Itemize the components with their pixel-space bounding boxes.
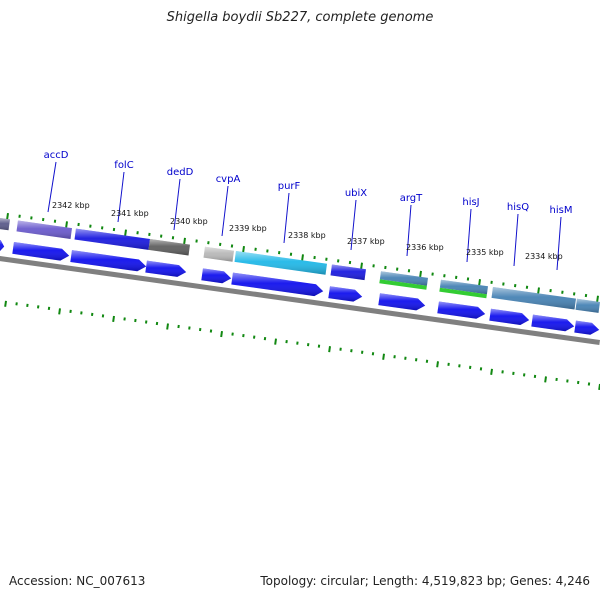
gene-feature-shading <box>234 251 327 275</box>
outer-tick-ring <box>4 300 600 391</box>
label-leaders <box>47 161 562 271</box>
cds-arrow-shading <box>231 272 324 297</box>
tick-mark <box>360 262 363 270</box>
tick-mark <box>242 246 245 254</box>
gene-label: hisJ <box>462 197 479 208</box>
tick-mark <box>544 376 547 383</box>
tick-mark <box>166 323 169 330</box>
gene-feature-shading <box>0 218 10 231</box>
kbp-label: 2339 kbp <box>229 224 267 233</box>
gene-label: hisM <box>550 205 573 216</box>
tick-mark <box>419 270 422 279</box>
leader-line <box>283 192 290 244</box>
gene-label: ubiX <box>345 188 367 199</box>
kbp-label: 2338 kbp <box>288 231 326 240</box>
cds-arrow-shading <box>12 242 70 261</box>
gene-feature-shading <box>575 298 600 313</box>
leader-line <box>513 213 519 267</box>
tick-mark <box>382 353 385 360</box>
leader-line <box>117 171 125 223</box>
kbp-label: 2340 kbp <box>170 217 208 226</box>
tick-mark <box>301 254 304 262</box>
tick-mark <box>124 229 127 237</box>
cds-arrow-shading <box>328 286 363 302</box>
cds-arrow-shading <box>489 308 530 325</box>
kbp-label: 2336 kbp <box>406 243 444 252</box>
tick-mark <box>183 237 186 245</box>
tick-mark <box>537 287 540 295</box>
gene-label: accD <box>44 150 69 161</box>
leader-line <box>406 204 412 257</box>
gene-feature-shading <box>16 220 72 239</box>
kbp-label: 2341 kbp <box>111 209 149 218</box>
tick-mark <box>478 279 481 287</box>
tick-mark <box>112 315 115 323</box>
gene-feature-shading <box>148 239 190 256</box>
cds-arrow-shading <box>378 293 426 311</box>
map-title: Shigella boydii Sb227, complete genome <box>166 10 434 25</box>
gene-label: folC <box>114 160 133 171</box>
gene-feature-band <box>379 279 427 290</box>
gene-label: argT <box>400 193 423 204</box>
tick-mark <box>220 330 223 338</box>
cds-arrow-shading <box>0 240 5 251</box>
tick-mark <box>4 300 7 307</box>
cds-arrow-shading <box>70 250 147 272</box>
gene-feature-shading <box>379 271 428 286</box>
tick-mark <box>328 346 331 353</box>
gene-feature-shading <box>330 264 366 281</box>
cds-arrow-shading <box>531 314 575 332</box>
tick-mark <box>596 295 599 303</box>
tick-mark <box>6 212 9 221</box>
kbp-label: 2334 kbp <box>525 252 563 261</box>
leader-line <box>173 178 181 231</box>
cds-arrow-shading <box>437 301 486 319</box>
gene-feature-shading <box>74 228 150 250</box>
gene-feature-shading <box>203 246 234 262</box>
accession-text: Accession: NC_007613 <box>9 574 146 588</box>
gene-label: purF <box>278 181 301 192</box>
tick-mark <box>274 338 277 345</box>
tick-mark <box>490 368 493 375</box>
gene-feature-shading <box>491 287 576 310</box>
tick-mark <box>58 308 61 315</box>
feature-track <box>0 218 600 313</box>
tick-mark <box>65 221 68 229</box>
leader-line <box>466 208 472 263</box>
inner-tick-ring <box>6 212 599 303</box>
leader-line <box>47 161 57 213</box>
kbp-label: 2337 kbp <box>347 237 385 246</box>
cds-arrow-shading <box>145 260 187 277</box>
kbp-label: 2342 kbp <box>52 201 90 210</box>
cds-arrow-shading <box>201 268 232 284</box>
gene-label: cvpA <box>216 174 241 185</box>
leader-line <box>556 216 562 271</box>
topology-text: Topology: circular; Length: 4,519,823 bp… <box>260 574 590 588</box>
gene-labels: accD folC dedD cvpA purF ubiX argT hisJ hisQ hisM <box>44 150 573 216</box>
leader-line <box>350 199 357 251</box>
backbone-ring <box>0 256 600 345</box>
leader-line <box>221 185 229 237</box>
gene-label: hisQ <box>507 202 529 213</box>
gene-feature-shading <box>439 279 488 295</box>
gene-feature-band <box>439 287 487 299</box>
kbp-label: 2335 kbp <box>466 248 504 257</box>
kbp-labels: 2342 kbp 2341 kbp 2340 kbp 2339 kbp 2338 kbp… <box>52 201 563 261</box>
cds-track <box>0 240 600 335</box>
tick-mark <box>436 361 439 368</box>
backbone-ring <box>0 256 600 345</box>
gene-label: dedD <box>167 167 194 178</box>
cds-arrow-shading <box>574 320 600 335</box>
